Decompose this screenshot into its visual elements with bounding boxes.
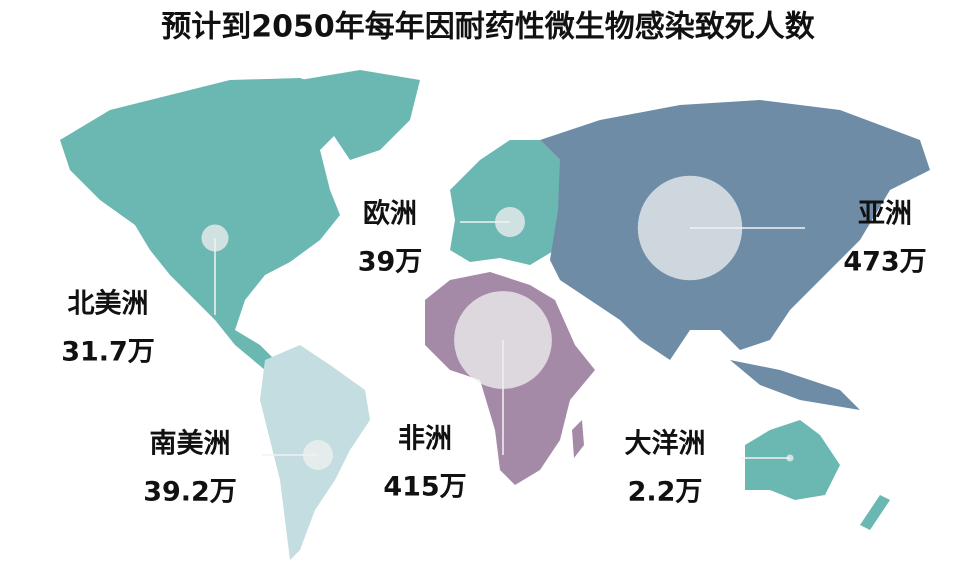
bubble xyxy=(786,454,794,462)
region-name: 非洲 xyxy=(398,424,452,455)
north-america xyxy=(60,78,350,370)
region-name: 大洋洲 xyxy=(625,428,706,460)
southeast-asia xyxy=(730,360,860,410)
region-value: 31.7万 xyxy=(61,337,155,368)
greenland xyxy=(300,70,420,160)
region-value: 473万 xyxy=(843,247,926,278)
madagascar xyxy=(572,420,584,458)
bubble xyxy=(201,224,229,252)
bubble xyxy=(495,207,525,237)
europe xyxy=(450,140,560,265)
region-value: 39.2万 xyxy=(143,477,237,508)
region-name: 北美洲 xyxy=(68,288,149,320)
region-value: 2.2万 xyxy=(628,477,703,508)
region-name: 亚洲 xyxy=(858,199,912,230)
region-value: 415万 xyxy=(383,472,466,503)
bubble xyxy=(454,291,552,389)
region-value: 39万 xyxy=(358,247,423,278)
region-name: 欧洲 xyxy=(363,199,417,230)
bubble xyxy=(302,439,334,471)
title: 预计到2050年每年因耐药性微生物感染致死人数 xyxy=(161,10,815,45)
region-name: 南美洲 xyxy=(150,428,231,460)
bubble xyxy=(637,175,743,281)
new-zealand xyxy=(860,495,890,530)
